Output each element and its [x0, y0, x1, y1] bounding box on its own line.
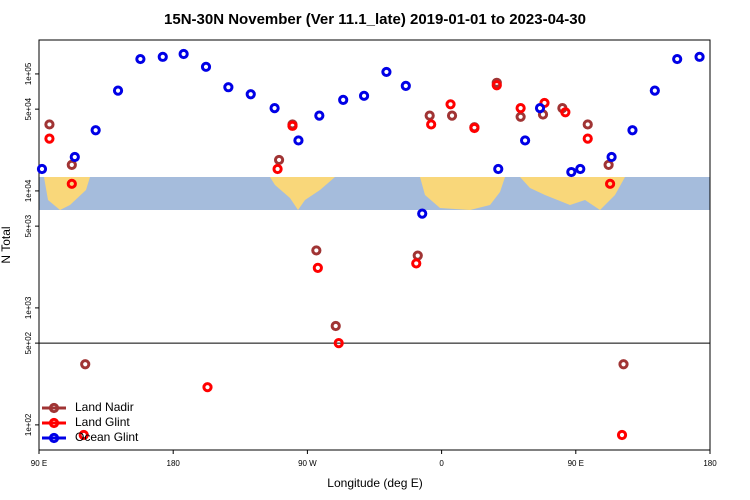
point — [381, 66, 392, 78]
point — [616, 429, 628, 441]
map-strip — [39, 177, 710, 210]
y-tick-label: 1e+02 — [24, 413, 33, 436]
point — [672, 53, 683, 65]
point — [112, 85, 124, 96]
plot-frame — [38, 39, 711, 451]
point — [312, 262, 323, 273]
legend-label: Ocean Glint — [75, 430, 139, 444]
point — [80, 359, 91, 370]
point — [491, 80, 502, 91]
point — [603, 159, 614, 170]
point — [515, 103, 526, 114]
point — [649, 85, 660, 96]
x-tick-label: 90 W — [298, 459, 317, 468]
x-tick-label: 180 — [703, 459, 717, 468]
point — [223, 82, 234, 93]
point — [446, 110, 458, 121]
legend-label: Land Nadir — [75, 400, 134, 414]
x-tick-label: 0 — [439, 459, 444, 468]
y-tick-label: 1e+05 — [24, 62, 33, 85]
point — [560, 107, 571, 118]
point — [493, 163, 504, 175]
point — [534, 103, 546, 114]
y-tick-label: 1e+03 — [24, 296, 33, 319]
point — [412, 250, 423, 261]
point — [202, 382, 213, 393]
point — [311, 245, 322, 256]
point — [157, 51, 168, 62]
point — [272, 163, 283, 175]
y-tick-label: 5e+03 — [24, 214, 33, 237]
y-axis-label: N Total — [0, 226, 13, 263]
point — [417, 208, 428, 219]
point — [135, 53, 146, 65]
point — [338, 94, 349, 105]
legend-marker — [48, 417, 60, 429]
legend-marker — [48, 432, 60, 444]
point — [618, 359, 629, 370]
point — [358, 90, 370, 101]
point — [269, 103, 280, 114]
point — [566, 166, 577, 178]
point — [287, 120, 298, 131]
x-axis-label: Longitude (deg E) — [327, 476, 422, 490]
point — [66, 178, 77, 189]
point — [411, 258, 422, 269]
point — [90, 125, 101, 136]
x-tick-label: 90 E — [31, 459, 47, 468]
y-tick-label: 5e+02 — [24, 331, 33, 354]
x-tick-label: 90 E — [568, 459, 584, 468]
point — [582, 133, 593, 144]
legend-label: Land Glint — [75, 415, 130, 429]
point — [604, 178, 616, 189]
point — [330, 320, 341, 332]
point — [314, 110, 325, 121]
chart-title: 15N-30N November (Ver 11.1_late) 2019-01… — [164, 11, 586, 28]
point — [627, 125, 638, 136]
legend-marker — [48, 402, 60, 414]
point — [66, 159, 77, 170]
point — [44, 119, 55, 130]
point — [36, 163, 48, 175]
point — [520, 135, 531, 146]
point — [273, 154, 285, 166]
point — [200, 61, 212, 72]
y-tick-label: 1e+04 — [24, 179, 33, 202]
point — [575, 163, 586, 175]
point — [606, 151, 617, 163]
point — [78, 429, 89, 441]
x-tick-label: 180 — [167, 459, 181, 468]
point — [44, 133, 55, 144]
point — [694, 51, 705, 62]
point — [69, 151, 80, 163]
point — [424, 110, 435, 121]
point — [293, 135, 304, 146]
point — [245, 89, 256, 100]
point — [515, 111, 526, 122]
point — [469, 122, 480, 134]
y-tick-label: 5e+04 — [24, 97, 33, 120]
point — [400, 80, 411, 92]
point — [333, 338, 344, 349]
point — [582, 119, 593, 130]
point — [426, 119, 437, 130]
point — [178, 48, 189, 60]
point — [445, 99, 456, 110]
